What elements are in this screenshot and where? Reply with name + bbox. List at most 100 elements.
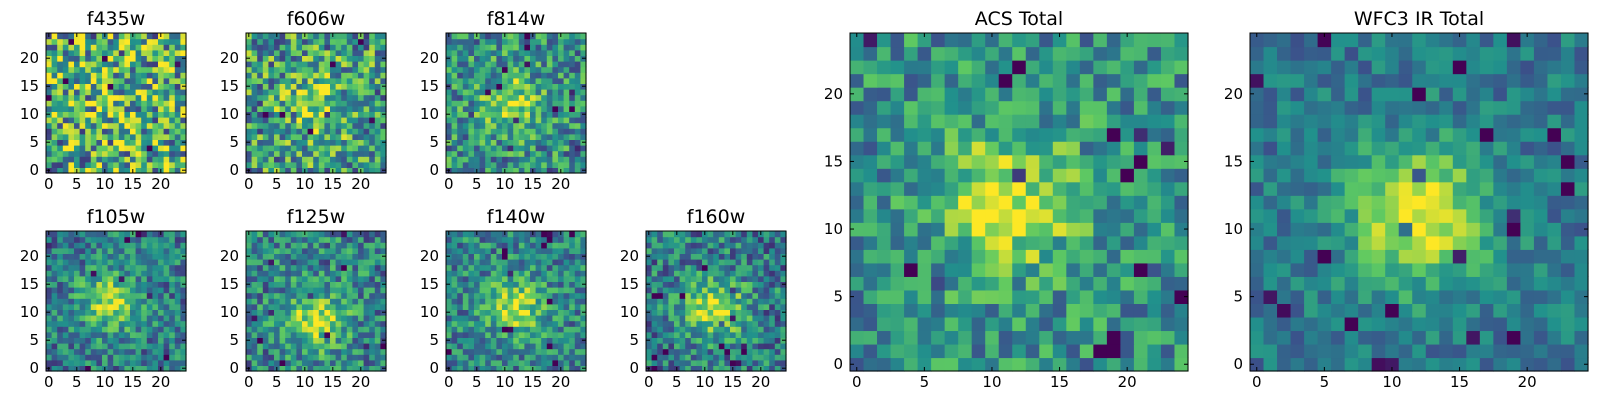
heatmap-cell [279, 139, 286, 146]
heatmap-cell [341, 150, 348, 157]
heatmap-cell [513, 348, 520, 355]
heatmap-cell [152, 365, 159, 372]
heatmap-cell [1066, 262, 1081, 277]
heatmap-cell [646, 247, 653, 254]
heatmap-cell [524, 242, 531, 249]
heatmap-cell [302, 275, 309, 282]
heatmap-cell [51, 145, 58, 152]
heatmap-cell [998, 357, 1013, 372]
heatmap-cell [51, 167, 58, 174]
heatmap-cell [931, 249, 946, 264]
heatmap-cell [262, 354, 269, 361]
heatmap-cell [1025, 235, 1040, 250]
heatmap-cell [944, 330, 959, 345]
heatmap-cell [735, 331, 742, 338]
heatmap-cell [79, 145, 86, 152]
heatmap-cell [451, 139, 458, 146]
heatmap-cell [474, 303, 481, 310]
heatmap-cell [302, 139, 309, 146]
heatmap-cell [713, 298, 720, 305]
heatmap-cell [296, 94, 303, 101]
heatmap-cell [307, 275, 314, 282]
heatmap-cell [363, 247, 370, 254]
heatmap-cell [352, 287, 359, 294]
heatmap-cell [530, 49, 537, 56]
heatmap-cell [57, 145, 64, 152]
heatmap-cell [1012, 222, 1027, 237]
heatmap-cell [146, 145, 153, 152]
heatmap-cell [251, 128, 258, 135]
heatmap-cell [158, 253, 165, 260]
heatmap-cell [335, 105, 342, 112]
heatmap-cell [580, 270, 587, 277]
heatmap-cell [563, 270, 570, 277]
heatmap-cell [651, 331, 658, 338]
heatmap-cell [369, 298, 376, 305]
heatmap-cell [457, 128, 464, 135]
heatmap-cell [546, 309, 553, 316]
heatmap-cell [541, 61, 548, 68]
heatmap-cell [468, 281, 475, 288]
heatmap-cell [580, 61, 587, 68]
heatmap-cell [479, 348, 486, 355]
heatmap-cell [569, 161, 576, 168]
heatmap-cell [324, 72, 331, 79]
heatmap-cell [1039, 222, 1054, 237]
heatmap-cell [346, 320, 353, 327]
heatmap-cell [369, 315, 376, 322]
heatmap-cell [490, 128, 497, 135]
heatmap-cell [451, 66, 458, 73]
heatmap-cell [1133, 195, 1149, 210]
heatmap-cell [1012, 276, 1027, 291]
heatmap-cell [774, 337, 781, 344]
heatmap-cell [124, 354, 131, 361]
heatmap-cell [1052, 249, 1067, 264]
heatmap-cell [479, 49, 486, 56]
heatmap-cell [746, 236, 753, 243]
heatmap-cell [580, 259, 587, 266]
heatmap-cell [279, 292, 286, 299]
heatmap-cell [931, 235, 946, 250]
heatmap-cell [774, 320, 781, 327]
heatmap-cell [558, 287, 565, 294]
heatmap-cell [246, 94, 253, 101]
heatmap-cell [502, 111, 509, 118]
heatmap-cell [318, 38, 325, 45]
heatmap-cell [302, 337, 309, 344]
heatmap-cell [62, 303, 69, 310]
heatmap-cell [262, 83, 269, 90]
heatmap-cell [507, 117, 514, 124]
heatmap-cell [1120, 343, 1135, 359]
heatmap-cell [363, 72, 370, 79]
heatmap-cell [274, 105, 281, 112]
heatmap-cell [180, 247, 187, 254]
heatmap-cell [352, 354, 359, 361]
heatmap-cell [696, 343, 703, 350]
heatmap-cell [518, 161, 525, 168]
heatmap-cell [262, 359, 269, 366]
heatmap-cell [313, 320, 320, 327]
heatmap-cell [662, 247, 669, 254]
heatmap-cell [85, 61, 92, 68]
heatmap-cell [462, 365, 469, 372]
heatmap-cell [763, 303, 770, 310]
heatmap-cell [552, 281, 559, 288]
heatmap-cell [690, 270, 697, 277]
heatmap-cell [313, 275, 320, 282]
heatmap-cell [446, 242, 453, 249]
heatmap-cell [96, 100, 103, 107]
heatmap-cell [479, 287, 486, 294]
heatmap-cell [74, 150, 81, 157]
heatmap-cell [1160, 208, 1176, 223]
heatmap-cell [358, 139, 365, 146]
heatmap-cell [324, 33, 331, 40]
heatmap-cell [68, 320, 75, 327]
heatmap-cell [169, 298, 176, 305]
heatmap-cell [85, 111, 92, 118]
heatmap-cell [113, 139, 120, 146]
heatmap-cell [563, 309, 570, 316]
heatmap-cell [724, 348, 731, 355]
heatmap-cell [285, 303, 292, 310]
heatmap-cell [563, 117, 570, 124]
heatmap-cell [707, 275, 714, 282]
